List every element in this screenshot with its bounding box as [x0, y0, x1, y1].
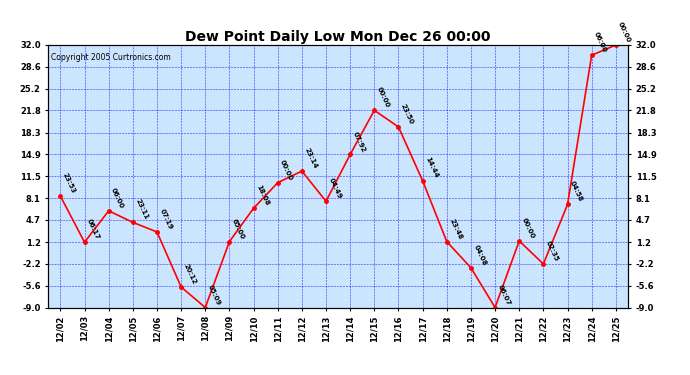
Text: 04:49: 04:49	[328, 177, 342, 200]
Text: 04:58: 04:58	[569, 180, 584, 203]
Text: 00:00: 00:00	[279, 159, 294, 181]
Text: 23:48: 23:48	[448, 217, 463, 240]
Text: 06:07: 06:07	[497, 284, 511, 306]
Text: 23:14: 23:14	[304, 147, 318, 170]
Title: Dew Point Daily Low Mon Dec 26 00:00: Dew Point Daily Low Mon Dec 26 00:00	[186, 30, 491, 44]
Text: 20:12: 20:12	[183, 263, 197, 286]
Text: 14:44: 14:44	[424, 156, 439, 179]
Text: 23:11: 23:11	[135, 198, 149, 221]
Text: 04:08: 04:08	[473, 244, 487, 266]
Text: 02:35: 02:35	[545, 240, 560, 262]
Text: 23:53: 23:53	[62, 172, 77, 195]
Text: 23:50: 23:50	[400, 103, 415, 126]
Text: 00:00: 00:00	[618, 21, 632, 44]
Text: 00:00: 00:00	[376, 86, 391, 109]
Text: 00:00: 00:00	[521, 217, 535, 240]
Text: 07:19: 07:19	[159, 208, 173, 231]
Text: 07:92: 07:92	[352, 130, 366, 153]
Text: 18:08: 18:08	[255, 184, 270, 207]
Text: 06:00: 06:00	[593, 31, 608, 54]
Text: 06:00: 06:00	[110, 187, 125, 209]
Text: 06:17: 06:17	[86, 218, 101, 241]
Text: 05:09: 05:09	[207, 284, 221, 306]
Text: Copyright 2005 Curtronics.com: Copyright 2005 Curtronics.com	[51, 53, 171, 62]
Text: 65:00: 65:00	[231, 218, 246, 240]
